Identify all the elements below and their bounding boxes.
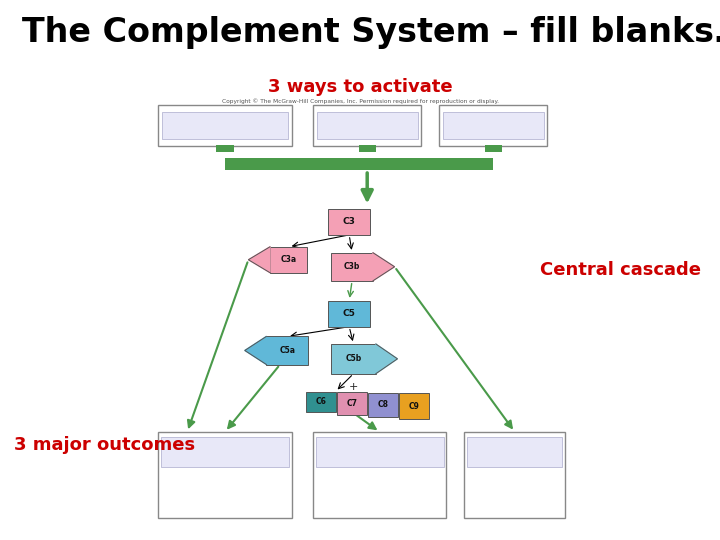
- Text: C8: C8: [377, 400, 389, 409]
- Bar: [399, 393, 429, 419]
- Text: C3b: C3b: [344, 262, 360, 271]
- Bar: [337, 392, 367, 415]
- Text: C7: C7: [346, 399, 358, 408]
- Bar: [306, 392, 336, 412]
- Text: C6: C6: [315, 397, 327, 406]
- Bar: [317, 112, 418, 139]
- Bar: [313, 105, 421, 146]
- Text: C3: C3: [343, 218, 356, 226]
- Bar: [158, 432, 292, 518]
- Bar: [331, 253, 373, 281]
- Bar: [328, 301, 370, 327]
- Bar: [216, 145, 233, 152]
- Bar: [359, 145, 376, 152]
- Bar: [270, 247, 307, 273]
- Text: Central cascade: Central cascade: [540, 261, 701, 279]
- Bar: [328, 209, 370, 235]
- Bar: [368, 393, 398, 417]
- Bar: [162, 112, 288, 139]
- Bar: [316, 437, 444, 467]
- Bar: [266, 336, 308, 365]
- Text: Copyright © The McGraw-Hill Companies, Inc. Permission required for reproduction: Copyright © The McGraw-Hill Companies, I…: [222, 98, 498, 104]
- Text: 3 major outcomes: 3 major outcomes: [14, 436, 196, 455]
- Bar: [467, 437, 562, 467]
- Bar: [331, 344, 376, 374]
- Text: C5: C5: [343, 309, 356, 318]
- Polygon shape: [373, 253, 395, 281]
- Bar: [485, 145, 502, 152]
- Bar: [464, 432, 565, 518]
- Bar: [443, 112, 544, 139]
- Polygon shape: [376, 344, 397, 374]
- Text: C5b: C5b: [346, 354, 361, 363]
- Polygon shape: [248, 247, 270, 273]
- Bar: [439, 105, 547, 146]
- Bar: [225, 158, 493, 170]
- Text: C9: C9: [408, 402, 420, 410]
- Bar: [161, 437, 289, 467]
- Polygon shape: [245, 336, 266, 365]
- Bar: [313, 432, 446, 518]
- Text: +: +: [348, 382, 359, 392]
- Text: C5a: C5a: [279, 346, 295, 355]
- Text: 3 ways to activate: 3 ways to activate: [268, 78, 452, 96]
- Text: The Complement System – fill blanks…: The Complement System – fill blanks…: [22, 16, 720, 49]
- Text: C3a: C3a: [281, 255, 297, 264]
- Bar: [158, 105, 292, 146]
